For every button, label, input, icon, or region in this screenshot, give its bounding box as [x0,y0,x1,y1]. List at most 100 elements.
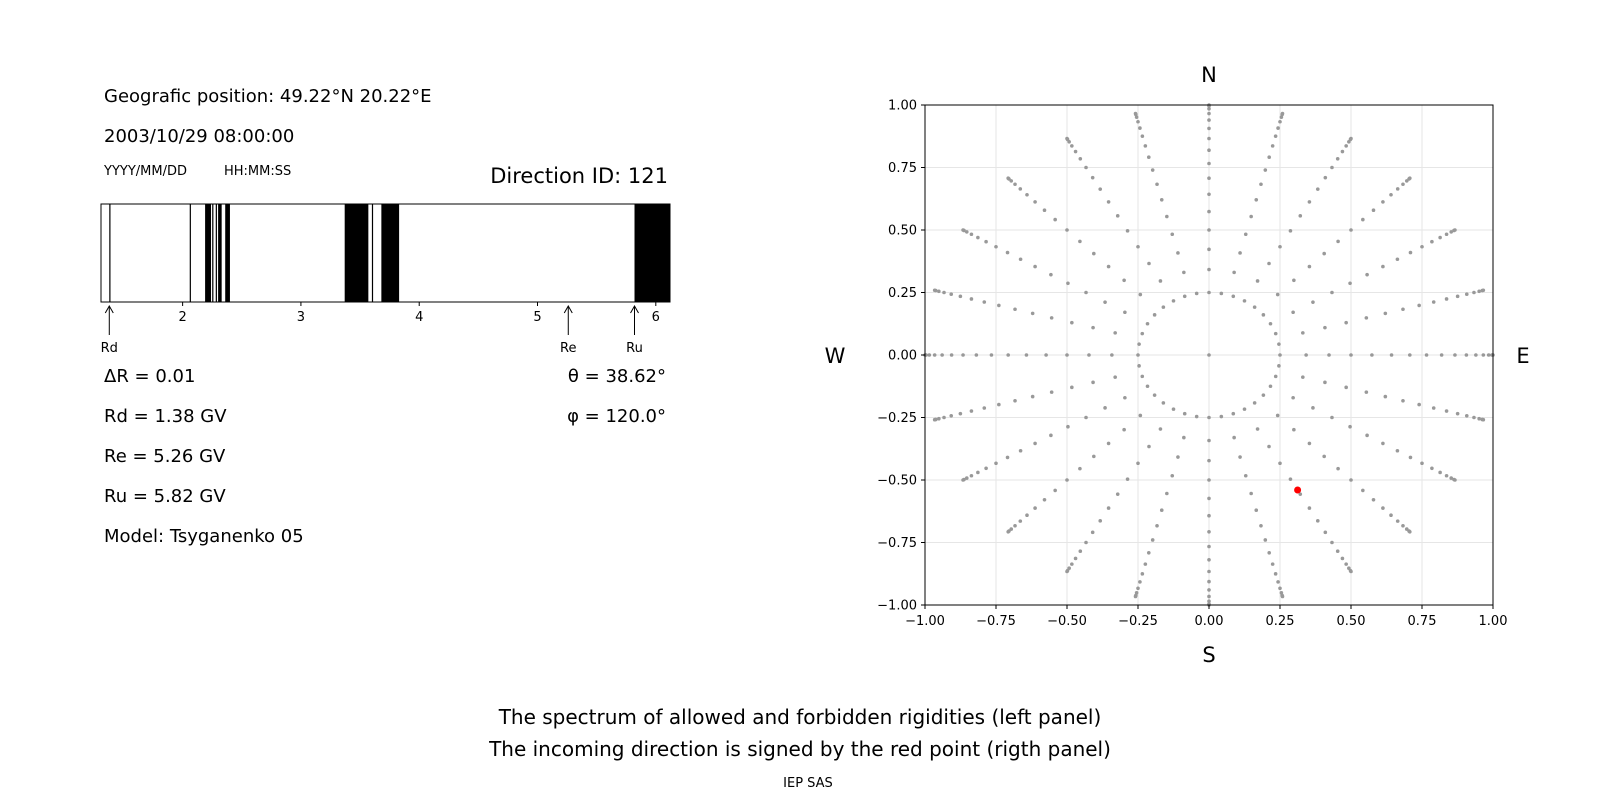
y-tick-label: −1.00 [877,599,917,614]
direction-point [1122,278,1126,283]
forbidden-band [205,204,212,302]
direction-point [1158,279,1163,283]
direction-point [1207,192,1211,197]
credit: IEP SAS [783,776,833,791]
direction-point [984,239,988,244]
direction-point [1110,353,1114,357]
direction-point [969,297,974,301]
direction-point [1323,175,1328,180]
direction-point [1078,549,1083,554]
x-tick-label: 4 [415,310,423,325]
direction-point [1140,374,1145,379]
direction-point [1307,200,1312,204]
direction-point [1267,551,1272,555]
direction-point [1136,461,1140,466]
incoming-direction-point [1294,486,1302,494]
direction-point [932,288,937,293]
direction-point [1335,156,1340,161]
direction-point [1238,455,1242,459]
direction-point [1277,364,1281,368]
direction-point [1453,478,1457,482]
forbidden-band [212,204,214,302]
direction-point [1349,136,1353,141]
direction-point [1207,176,1211,181]
direction-point [1288,229,1293,233]
x-tick-label: 1.00 [1479,614,1508,629]
direction-point [1242,299,1247,303]
direction-point [997,303,1001,308]
direction-point [994,244,998,249]
x-tick-label: 0.25 [1266,614,1295,629]
direction-point [1304,353,1308,357]
direction-point [1424,353,1429,357]
direction-point [1018,448,1023,453]
direction-point [1219,414,1224,419]
direction-point [1091,380,1095,385]
direction-point [1278,353,1282,357]
direction-point [989,353,994,357]
direction-point [1207,161,1211,166]
direction-point [1330,290,1334,295]
direction-point [1207,111,1211,116]
direction-point [1150,168,1155,172]
y-tick-label: 0.25 [888,286,917,301]
caption-line-1: The spectrum of allowed and forbidden ri… [498,705,1102,729]
direction-point [1207,267,1211,272]
delta-r-value: ΔR = 0.01 [104,366,196,387]
direction-point [1278,244,1282,249]
direction-point [1033,506,1037,510]
direction-point [1070,385,1074,390]
direction-point [1335,549,1340,554]
direction-point [1254,197,1259,202]
direction-point [1103,300,1107,304]
direction-point [1106,441,1111,446]
direction-point [1298,214,1303,218]
direction-point [1444,297,1449,301]
direction-point [1349,569,1353,574]
direction-point [1024,353,1029,357]
direction-point [1170,473,1175,478]
direction-point [1408,176,1412,181]
direction-point [1033,441,1037,446]
x-tick-label: 0.75 [1408,614,1437,629]
direction-point [1033,264,1037,269]
direction-point [1323,380,1327,385]
direction-point [1006,176,1010,181]
direction-point [1115,214,1120,218]
direction-point [1136,353,1140,357]
direction-point [961,478,965,482]
direction-point [1025,513,1029,518]
direction-point [1207,415,1211,420]
x-tick-label: 5 [533,310,541,325]
direction-point [1276,580,1280,584]
direction-point [1137,342,1141,346]
direction-point [1115,492,1120,496]
direction-point [1084,290,1088,295]
direction-point [1207,209,1211,214]
direction-point [1267,261,1271,266]
direction-point [1270,562,1275,566]
direction-point [958,411,963,416]
direction-point [1161,401,1166,405]
direction-point [1277,342,1281,346]
direction-point [1401,398,1405,403]
direction-point [1364,316,1369,320]
direction-point [1207,118,1211,122]
direction-point [1322,251,1326,256]
direction-point [994,461,998,466]
direction-point [1444,232,1449,237]
direction-point [1155,523,1159,528]
direction-point [1078,239,1082,244]
direction-point [1259,523,1263,528]
direction-point [932,417,937,422]
direction-point [1152,313,1157,317]
direction-point [1249,491,1253,496]
direction-point [1122,427,1126,432]
direction-point [1275,413,1280,418]
y-tick-label: 1.00 [888,99,917,114]
direction-point [1125,229,1130,233]
direction-point [1084,540,1088,545]
spectrum-frame [100,203,671,303]
direction-point [1025,192,1029,197]
direction-point [1472,415,1476,420]
